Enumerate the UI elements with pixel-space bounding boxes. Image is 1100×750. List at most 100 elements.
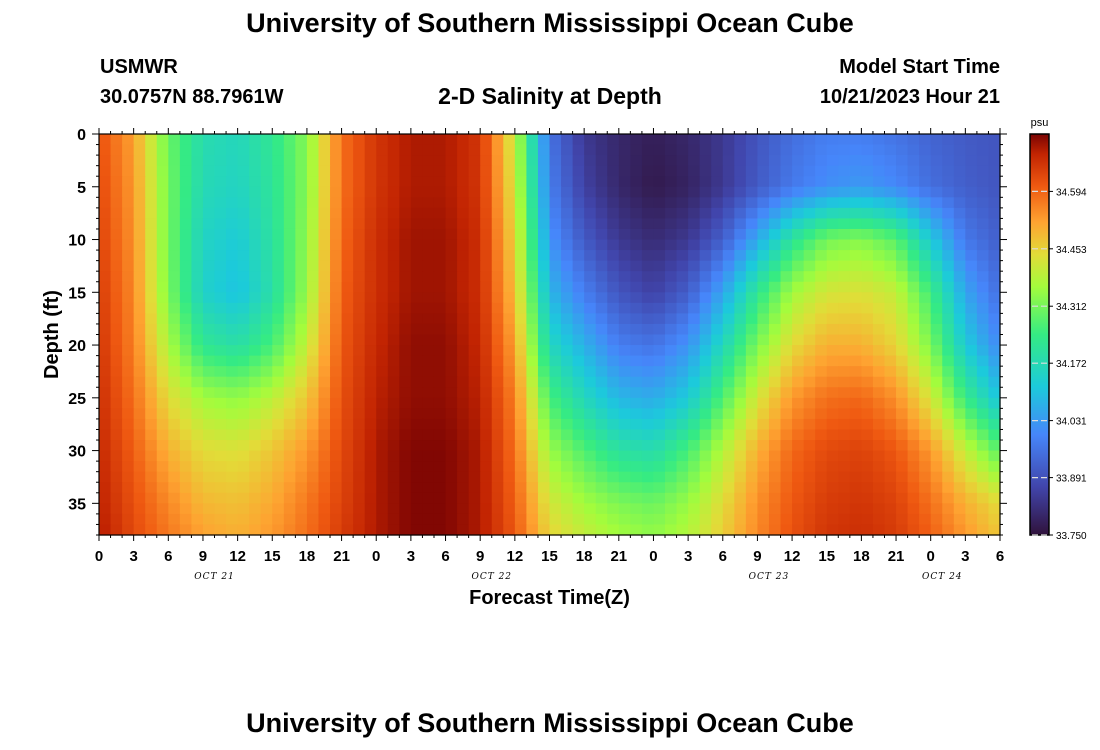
heatmap-cell	[330, 228, 343, 241]
heatmap-cell	[330, 186, 343, 198]
heatmap-cell	[607, 524, 620, 536]
heatmap-cell	[410, 313, 424, 325]
heatmap-cell	[815, 144, 828, 156]
x-tick-label: 3	[961, 548, 969, 565]
heatmap-cell	[872, 197, 886, 209]
heatmap-cell	[630, 176, 643, 188]
heatmap-cell	[780, 250, 793, 262]
heatmap-cell	[353, 144, 366, 156]
heatmap-cell	[133, 271, 146, 283]
heatmap-cell	[965, 387, 978, 399]
heatmap-cell	[607, 218, 620, 230]
heatmap-cell	[688, 228, 701, 241]
heatmap-cell	[387, 271, 400, 283]
heatmap-cell	[145, 292, 158, 304]
heatmap-cell	[191, 461, 204, 473]
heatmap-cell	[445, 207, 458, 220]
heatmap-cell	[630, 524, 643, 536]
heatmap-cell	[919, 334, 932, 346]
heatmap-cell	[306, 334, 320, 346]
heatmap-cell	[283, 176, 296, 188]
heatmap-cell	[145, 524, 158, 536]
heatmap-cell	[953, 260, 966, 272]
heatmap-cell	[364, 397, 377, 409]
heatmap-cell	[145, 397, 158, 409]
heatmap-cell	[792, 440, 805, 452]
heatmap-cell	[399, 228, 412, 241]
heatmap-cell	[734, 218, 747, 230]
heatmap-cell	[457, 144, 470, 156]
heatmap-cell	[133, 524, 146, 536]
heatmap-cell	[445, 376, 458, 388]
heatmap-cell	[561, 134, 574, 146]
heatmap-cell	[653, 197, 666, 209]
heatmap-cell	[272, 134, 285, 146]
heatmap-cell	[803, 281, 816, 293]
heatmap-cell	[745, 450, 759, 462]
heatmap-cell	[965, 334, 978, 346]
heatmap-cell	[919, 144, 932, 156]
heatmap-cell	[480, 186, 493, 198]
heatmap-cell	[803, 355, 816, 367]
heatmap-cell	[768, 471, 782, 483]
heatmap-cell	[433, 197, 447, 209]
heatmap-cell	[330, 239, 343, 251]
heatmap-cell	[803, 186, 816, 198]
heatmap-cell	[260, 186, 273, 198]
heatmap-cell	[422, 450, 435, 462]
heatmap-cell	[410, 450, 424, 462]
heatmap-cell	[896, 397, 909, 409]
heatmap-cell	[226, 323, 239, 336]
heatmap-cell	[480, 250, 493, 262]
heatmap-cell	[826, 376, 839, 388]
heatmap-cell	[907, 302, 920, 314]
heatmap-cell	[907, 471, 920, 483]
heatmap-cell	[942, 323, 955, 336]
heatmap-cell	[341, 228, 354, 241]
heatmap-cell	[676, 281, 689, 293]
heatmap-cell	[202, 440, 216, 452]
heatmap-cell	[503, 218, 516, 230]
heatmap-cell	[988, 450, 1001, 462]
heatmap-cell	[561, 155, 574, 167]
heatmap-cell	[595, 134, 608, 146]
heatmap-cell	[942, 292, 955, 304]
heatmap-cell	[168, 165, 181, 177]
heatmap-cell	[318, 271, 331, 283]
heatmap-cell	[803, 292, 816, 304]
heatmap-cell	[237, 376, 250, 388]
heatmap-cell	[526, 165, 539, 177]
heatmap-cell	[457, 524, 470, 536]
heatmap-cell	[826, 186, 839, 198]
heatmap-cell	[618, 250, 631, 262]
heatmap-cell	[330, 471, 343, 483]
heatmap-cell	[838, 207, 851, 220]
heatmap-cell	[410, 281, 424, 293]
heatmap-cell	[110, 345, 123, 357]
heatmap-cell	[341, 387, 354, 399]
heatmap-cell	[491, 323, 504, 336]
heatmap-cell	[572, 218, 585, 230]
heatmap-cell	[99, 461, 112, 473]
heatmap-cell	[318, 461, 331, 473]
heatmap-cell	[780, 397, 793, 409]
heatmap-cell	[237, 513, 250, 526]
heatmap-cell	[896, 239, 909, 251]
heatmap-cell	[595, 450, 608, 462]
heatmap-cell	[249, 134, 262, 146]
heatmap-cell	[260, 408, 273, 420]
heatmap-cell	[722, 207, 735, 220]
heatmap-cell	[965, 134, 978, 146]
heatmap-cell	[584, 429, 597, 441]
heatmap-cell	[410, 387, 424, 399]
heatmap-cell	[722, 292, 735, 304]
heatmap-cell	[445, 387, 458, 399]
heatmap-cell	[341, 144, 354, 156]
heatmap-cell	[792, 281, 805, 293]
heatmap-cell	[457, 323, 470, 336]
heatmap-cell	[353, 450, 366, 462]
heatmap-cell	[988, 471, 1001, 483]
heatmap-cell	[688, 302, 701, 314]
heatmap-cell	[861, 366, 874, 378]
